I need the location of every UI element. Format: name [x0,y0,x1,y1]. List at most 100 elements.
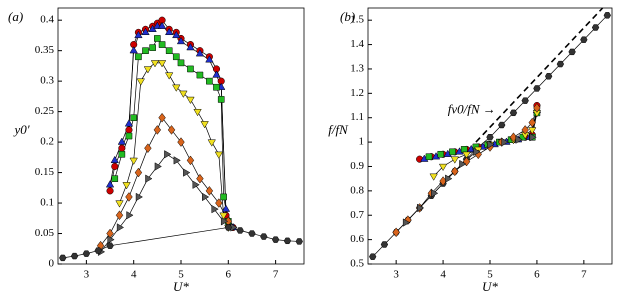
marker [149,44,156,51]
marker [217,96,225,103]
marker [556,60,565,68]
x-tick-label: 5 [487,269,493,281]
marker [196,71,204,79]
marker [603,12,611,19]
marker [70,252,79,260]
marker [167,125,176,135]
annotation: fv0/fN → [448,101,496,116]
marker [487,140,495,149]
x-tick-label: 3 [84,269,90,281]
marker [528,127,537,135]
marker [260,233,268,240]
marker [126,211,134,220]
marker [431,189,439,198]
marker [94,247,102,254]
y-tick-label: 0 [49,258,55,270]
marker [528,117,536,128]
marker [122,182,131,190]
marker [460,146,468,153]
marker [515,135,523,144]
marker [459,159,467,169]
y-tick-label: 0.25 [35,105,55,117]
marker [111,175,119,182]
y-axis-label: y0′ [12,122,29,137]
marker [380,241,389,248]
marker [82,250,91,257]
marker [118,144,126,152]
y-tick-label: 0.35 [35,44,55,56]
marker [150,60,160,68]
reference-line [475,7,604,143]
y-tick-label: 0.7 [350,209,364,221]
x-axis-label: U* [482,279,498,293]
y-tick-label: 0.5 [350,258,364,270]
x-tick-label: 6 [534,269,540,281]
marker [392,227,400,238]
y-tick-label: 0.05 [35,227,55,239]
y-tick-label: 1.3 [350,62,364,74]
y-tick-label: 1.2 [350,87,364,99]
marker [196,173,204,184]
marker [271,236,280,243]
marker [186,96,195,105]
y-tick-label: 1.1 [350,111,364,123]
marker [295,238,303,245]
marker [205,186,214,196]
marker [158,41,166,48]
marker [187,65,194,73]
marker [110,155,119,164]
marker [533,85,541,92]
marker [202,192,210,202]
marker [429,173,438,181]
x-tick-label: 4 [440,269,446,281]
marker [438,163,448,172]
y-tick-label: 0.6 [350,233,364,245]
marker [136,78,145,86]
x-tick-label: 4 [131,269,137,281]
y-tick-label: 0.4 [40,14,54,26]
marker [129,46,138,54]
y-tick-label: 0.3 [40,75,54,87]
marker [236,227,244,234]
marker [591,24,600,31]
marker [186,155,195,166]
marker [59,254,67,262]
marker [451,166,459,177]
y-tick-label: 1.4 [350,38,364,50]
marker [177,137,185,147]
marker [219,212,228,220]
marker [154,35,161,42]
marker [369,253,377,260]
marker [172,84,181,92]
marker [486,134,494,141]
y-tick-label: 0.8 [350,184,364,196]
marker [134,167,143,178]
marker [142,47,149,54]
plot-frame [57,7,305,265]
marker [283,237,292,245]
panel-label: (b) [340,9,355,24]
marker [207,139,216,147]
marker [580,36,588,43]
marker [521,97,529,104]
marker [213,83,220,91]
marker [105,180,115,188]
x-tick-label: 7 [581,269,587,281]
marker [205,55,214,63]
marker [211,204,219,214]
marker [416,203,425,213]
series-line [395,107,538,233]
marker [129,157,138,165]
marker [509,109,518,117]
x-tick-label: 5 [178,269,184,281]
marker [111,162,119,171]
marker [124,119,134,127]
marker [437,150,445,158]
marker [193,108,202,117]
marker [195,49,205,57]
marker [224,224,232,231]
marker [473,147,481,157]
y-tick-label: 0.15 [35,166,55,178]
marker [173,156,181,165]
marker [183,168,191,177]
